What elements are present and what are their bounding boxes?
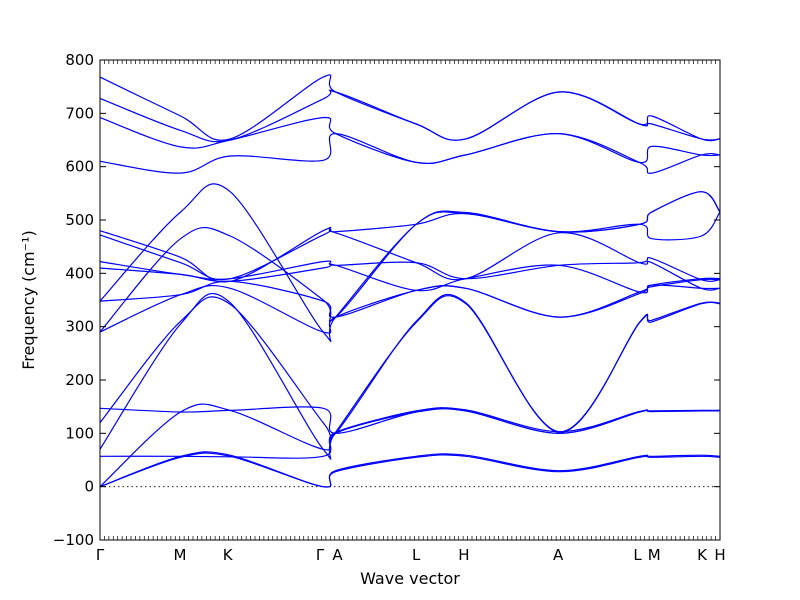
band-line-9 (99, 280, 721, 318)
band-line-15 (99, 183, 721, 343)
band-line-5 (99, 406, 721, 434)
band-line-1 (99, 452, 721, 488)
y-axis: −100 0 100 200 300 400 500 600 700 800 (53, 51, 720, 549)
x-axis-title: Wave vector (360, 569, 460, 588)
y-tick-label: 700 (65, 104, 94, 122)
y-tick-label: 300 (65, 318, 94, 336)
y-tick-label: 600 (65, 158, 94, 176)
y-tick-label: 500 (65, 211, 94, 229)
x-tick-label: Γ (96, 546, 105, 564)
band-line-13 (99, 211, 721, 283)
band-line-19 (99, 74, 721, 142)
x-tick-label: K (223, 546, 234, 564)
x-tick-label: A (332, 546, 343, 564)
band-line-6 (99, 293, 721, 444)
band-line-12 (99, 228, 721, 291)
y-tick-label: 200 (65, 371, 94, 389)
band-line-18 (99, 89, 721, 143)
y-axis-title: Frequency (cm⁻¹) (19, 230, 38, 369)
x-tick-label: L (633, 546, 642, 564)
x-tick-label: K (697, 546, 708, 564)
plot-area (99, 74, 721, 488)
x-tick-label: A (553, 546, 564, 564)
y-tick-label: 100 (65, 424, 94, 442)
x-tick-label: L (412, 546, 421, 564)
plot-frame (99, 59, 721, 541)
x-tick-label: M (174, 546, 187, 564)
band-line-16 (99, 132, 721, 174)
y-tick-label: −100 (53, 531, 94, 549)
band-line-2 (99, 451, 721, 488)
x-tick-label: Γ (316, 546, 325, 564)
x-tick-label: M (648, 546, 661, 564)
band-line-7 (99, 292, 721, 460)
y-tick-label: 400 (65, 264, 94, 282)
band-line-11 (99, 257, 721, 282)
y-tick-label: 800 (65, 51, 94, 69)
x-tick-label: H (458, 546, 469, 564)
x-tick-label: H (714, 546, 725, 564)
y-tick-label: 0 (84, 478, 94, 496)
